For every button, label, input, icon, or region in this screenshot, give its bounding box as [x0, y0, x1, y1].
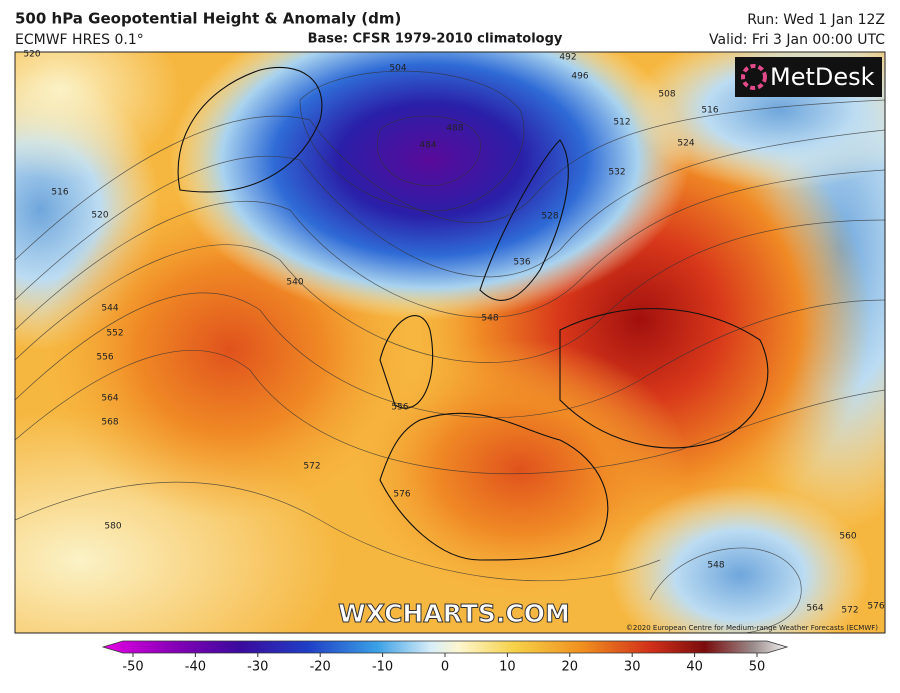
contour-label: 528 — [541, 212, 558, 222]
contour-label: 544 — [101, 304, 118, 314]
contour-label: 580 — [104, 522, 121, 532]
contour-label: 492 — [559, 53, 576, 63]
contour-label: 484 — [419, 141, 436, 151]
colorbar-tick-label: 0 — [441, 660, 449, 675]
contour-label: 548 — [481, 314, 498, 324]
contour-label: 540 — [286, 278, 303, 288]
contour-label: 488 — [446, 124, 463, 134]
colorbar: -50 -40 -30 -20 -10 0 10 20 30 40 50 — [101, 640, 789, 675]
contour-label: 568 — [101, 418, 118, 428]
contour-label: 520 — [91, 211, 108, 221]
contour-label: 504 — [389, 64, 406, 74]
model: ECMWF HRES 0.1° — [15, 32, 144, 48]
contour-label: 516 — [701, 106, 718, 116]
contour-label: 556 — [391, 403, 408, 413]
valid: Valid: Fri 3 Jan 00:00 UTC — [709, 32, 885, 48]
colorbar-tick-label: 40 — [686, 660, 703, 675]
contour-label: 560 — [839, 532, 856, 542]
map-frame — [14, 51, 886, 634]
colorbar-tick-label: -40 — [185, 660, 206, 675]
title: 500 hPa Geopotential Height & Anomaly (d… — [15, 10, 401, 28]
contour-label: 496 — [571, 72, 588, 82]
colorbar-tick-label: 30 — [624, 660, 641, 675]
colorbar-body — [101, 640, 789, 654]
contour-label: 576 — [867, 602, 884, 612]
contour-labels: 520 516 520 540 544 552 556 564 568 572 576 580 504 4… — [23, 50, 884, 616]
contour-label: 556 — [96, 353, 113, 363]
contour-label: 564 — [101, 394, 118, 404]
run: Run: Wed 1 Jan 12Z — [747, 12, 885, 28]
copyright: ©2020 European Centre for Medium-range W… — [626, 624, 878, 632]
contour-label: 524 — [677, 139, 694, 149]
contour-label: 572 — [303, 462, 320, 472]
contour-label: 564 — [806, 604, 823, 614]
contour-label: 548 — [707, 561, 724, 571]
base: Base: CFSR 1979-2010 climatology — [308, 32, 563, 47]
contour-label: 520 — [23, 50, 40, 60]
colorbar-tick-label: -20 — [310, 660, 331, 675]
contour-label: 576 — [393, 490, 410, 500]
contour-label: 572 — [841, 606, 858, 616]
logo: MetDesk — [735, 57, 882, 97]
colorbar-tick-label: -10 — [372, 660, 393, 675]
contour-label: 552 — [106, 329, 123, 339]
colorbar-tick-label: 50 — [749, 660, 766, 675]
contour-label: 508 — [658, 90, 675, 100]
logo-text: MetDesk — [770, 63, 875, 91]
colorbar-tick-label: -50 — [122, 660, 143, 675]
watermark: WXCHARTS.COM — [338, 599, 570, 628]
colorbar-tick-label: 20 — [562, 660, 579, 675]
contour-label: 536 — [513, 258, 530, 268]
contour-label: 516 — [51, 188, 68, 198]
contour-label: 532 — [608, 168, 625, 178]
colorbar-tick-label: 10 — [499, 660, 516, 675]
contour-label: 512 — [613, 118, 630, 128]
colorbar-tick-label: -30 — [247, 660, 268, 675]
